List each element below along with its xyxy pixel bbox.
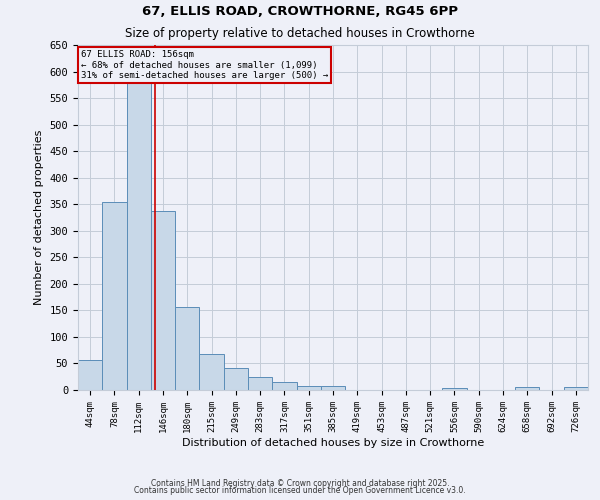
Bar — [199, 354, 224, 390]
Bar — [102, 202, 127, 390]
Bar — [296, 386, 321, 390]
Bar — [442, 388, 467, 390]
X-axis label: Distribution of detached houses by size in Crowthorne: Distribution of detached houses by size … — [182, 438, 484, 448]
Bar — [321, 386, 345, 390]
Bar — [151, 210, 175, 390]
Text: Contains HM Land Registry data © Crown copyright and database right 2025.: Contains HM Land Registry data © Crown c… — [151, 478, 449, 488]
Text: 67 ELLIS ROAD: 156sqm
← 68% of detached houses are smaller (1,099)
31% of semi-d: 67 ELLIS ROAD: 156sqm ← 68% of detached … — [80, 50, 328, 80]
Bar — [78, 360, 102, 390]
Bar — [564, 388, 588, 390]
Bar — [248, 378, 272, 390]
Bar — [127, 50, 151, 390]
Bar — [272, 382, 296, 390]
Bar — [175, 306, 199, 390]
Y-axis label: Number of detached properties: Number of detached properties — [34, 130, 44, 305]
Bar — [515, 388, 539, 390]
Text: Contains public sector information licensed under the Open Government Licence v3: Contains public sector information licen… — [134, 486, 466, 495]
Text: 67, ELLIS ROAD, CROWTHORNE, RG45 6PP: 67, ELLIS ROAD, CROWTHORNE, RG45 6PP — [142, 5, 458, 18]
Bar — [224, 368, 248, 390]
Text: Size of property relative to detached houses in Crowthorne: Size of property relative to detached ho… — [125, 28, 475, 40]
